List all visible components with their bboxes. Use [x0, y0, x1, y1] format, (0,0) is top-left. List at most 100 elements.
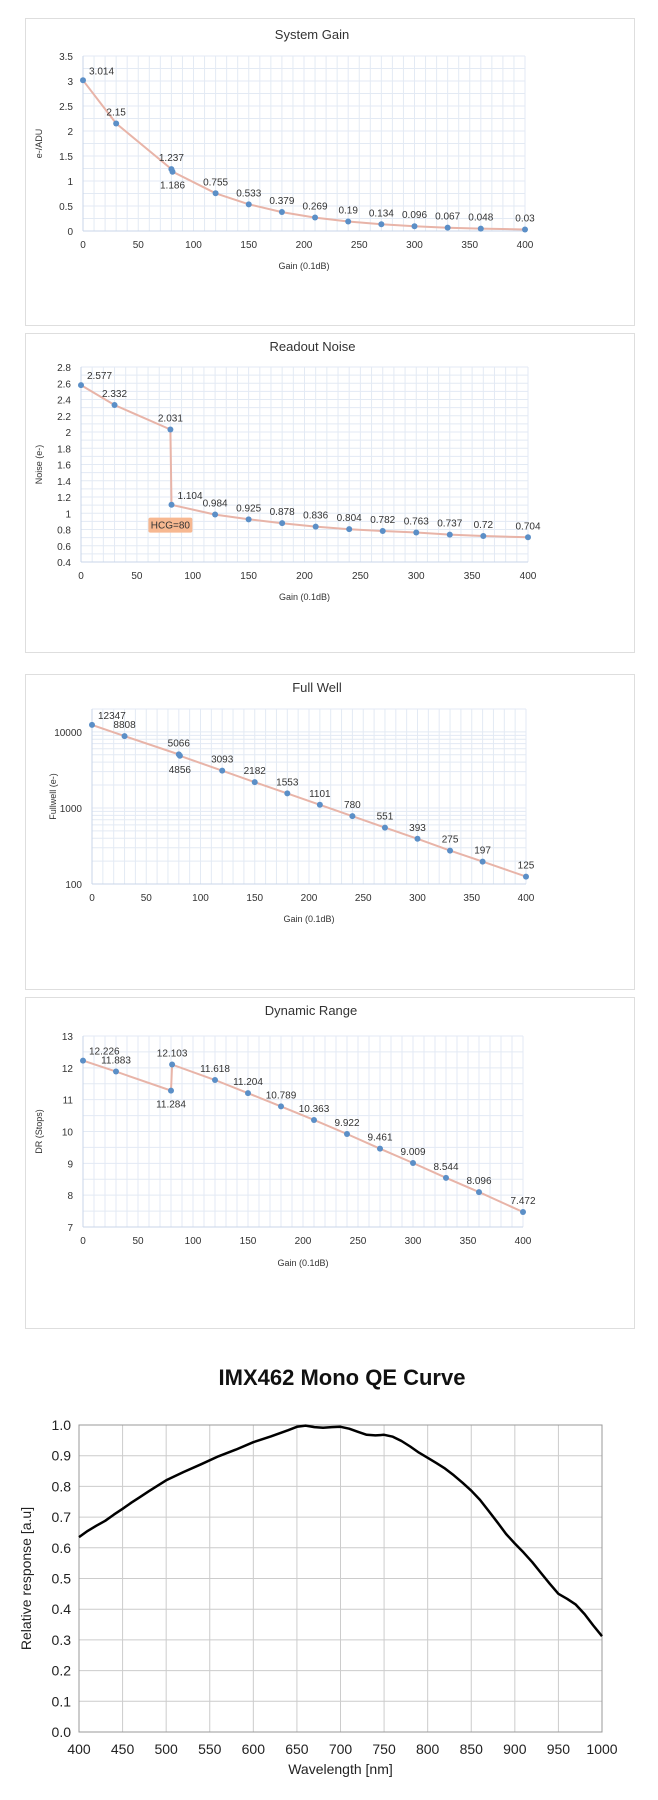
data-point	[245, 201, 252, 208]
x-tick-label: 0	[80, 240, 86, 251]
x-tick-label: 150	[240, 571, 257, 582]
data-label: 0.878	[270, 507, 295, 518]
y-tick-label: 1000	[60, 804, 83, 815]
data-point	[80, 1057, 86, 1064]
x-tick-label: 0	[78, 571, 84, 582]
data-point	[411, 223, 418, 230]
data-label: 8.096	[466, 1176, 491, 1187]
y-tick-label: 1.6	[57, 461, 71, 472]
x-tick-label: 250	[352, 571, 369, 582]
data-label: 11.618	[200, 1064, 230, 1075]
data-point	[278, 209, 285, 216]
data-point	[113, 120, 120, 127]
data-point	[245, 516, 252, 523]
chart-title: Full Well	[292, 680, 342, 695]
data-point	[446, 531, 453, 538]
data-point	[312, 523, 319, 530]
y-tick-label: 13	[62, 1032, 74, 1043]
chart-title: Dynamic Range	[265, 1003, 358, 1018]
y-tick-label: 1	[67, 177, 73, 188]
data-point	[80, 77, 86, 84]
chart-title: System Gain	[275, 27, 349, 42]
data-point	[121, 733, 128, 740]
data-label: 780	[344, 800, 361, 811]
y-axis-label: Fullwell (e-)	[48, 773, 58, 820]
plot-frame	[78, 1424, 603, 1733]
y-tick-label: 12	[62, 1064, 74, 1075]
data-point	[176, 752, 183, 759]
data-label: 9.009	[400, 1147, 425, 1158]
x-axis-label: Gain (0.1dB)	[279, 592, 330, 602]
data-point	[378, 221, 385, 228]
y-tick-label: 11	[63, 1096, 74, 1107]
data-point	[245, 1090, 251, 1097]
x-tick-label: 800	[416, 1741, 440, 1757]
data-label: 0.737	[437, 519, 462, 530]
data-label: 4856	[169, 765, 192, 776]
data-point	[414, 835, 421, 842]
x-axis-label: Gain (0.1dB)	[277, 1258, 328, 1268]
data-label: 12.226	[89, 1047, 120, 1058]
x-tick-label: 350	[460, 1236, 477, 1247]
data-point	[169, 1061, 176, 1068]
chart-panel-dynamic-range: Dynamic Range 0 50 100 150 200 250 300 350 400 7 8 9…	[25, 997, 635, 1329]
data-label: 2182	[244, 766, 267, 777]
x-tick-label: 600	[242, 1741, 266, 1757]
data-point	[169, 168, 176, 175]
x-tick-label: 100	[185, 240, 202, 251]
data-point	[312, 214, 319, 221]
y-tick-label: 2.6	[57, 379, 71, 390]
data-label: 3.014	[89, 66, 114, 77]
x-tick-label: 50	[133, 240, 145, 251]
data-label: 0.704	[515, 521, 540, 532]
series-line	[82, 1059, 524, 1213]
chart-title: IMX462 Mono QE Curve	[219, 1365, 466, 1390]
x-tick-label: 350	[463, 893, 480, 904]
data-point	[480, 533, 487, 539]
y-tick-label: 0.6	[52, 1540, 72, 1556]
data-label: 0.134	[369, 208, 394, 219]
x-tick-label: 500	[154, 1741, 178, 1757]
y-tick-label: 2	[65, 428, 71, 439]
data-label: 0.72	[474, 520, 494, 531]
x-tick-label: 100	[185, 1236, 202, 1247]
y-tick-label: 0.8	[52, 1478, 72, 1494]
data-label: 0.067	[435, 212, 460, 223]
x-tick-label: 400	[520, 571, 537, 582]
data-point	[212, 190, 219, 197]
y-tick-label: 1.2	[57, 493, 71, 504]
y-axis-label: e-/ADU	[34, 129, 44, 159]
x-tick-label: 450	[111, 1741, 135, 1757]
data-label: 0.048	[468, 213, 493, 224]
chart-readout-noise: Readout Noise 0 50 100 150 200 250 300 350 400 0.4…	[34, 339, 541, 602]
data-point	[410, 1160, 416, 1167]
data-point	[168, 501, 175, 508]
data-point	[522, 226, 528, 233]
chart-panel-full-well: Full Well 0 50 100 150 200 250 300 350 400 100 1000…	[25, 674, 635, 990]
data-point	[523, 873, 529, 880]
chart-panel-readout-noise: Readout Noise 0 50 100 150 200 250 300 350 400 0.4…	[25, 333, 635, 653]
x-tick-label: 0	[80, 1236, 86, 1247]
data-label: 1.237	[159, 153, 184, 164]
y-tick-label: 0.7	[52, 1509, 72, 1525]
data-point	[284, 790, 291, 797]
data-label: 0.269	[303, 202, 328, 213]
x-tick-label: 350	[461, 240, 478, 251]
data-point	[381, 824, 388, 831]
data-label: 11.204	[233, 1077, 263, 1088]
y-tick-label: 1.4	[57, 477, 71, 488]
data-point	[168, 1087, 174, 1094]
y-tick-label: 0.5	[52, 1571, 72, 1587]
data-point	[479, 858, 486, 865]
x-tick-label: 50	[131, 571, 143, 582]
y-tick-label: 2	[67, 127, 73, 138]
x-tick-label: 150	[240, 240, 257, 251]
data-label: 0.533	[236, 188, 261, 199]
y-tick-label: 2.8	[57, 363, 71, 374]
y-tick-label: 100	[65, 880, 82, 891]
data-point	[443, 1174, 449, 1181]
x-tick-label: 900	[503, 1741, 527, 1757]
y-tick-label: 0.0	[52, 1724, 72, 1740]
hcg-annotation-text: HCG=80	[151, 521, 191, 532]
y-tick-label: 0.6	[57, 542, 71, 553]
